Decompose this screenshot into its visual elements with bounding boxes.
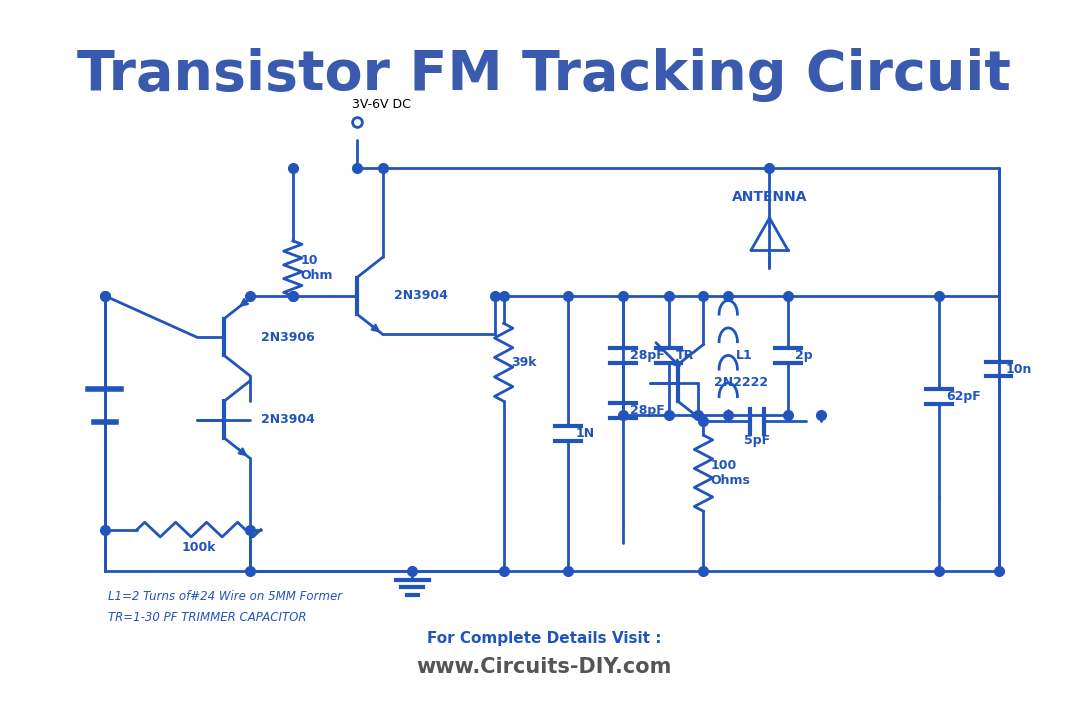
Text: 100k: 100k: [182, 541, 217, 554]
Text: 2N3904: 2N3904: [261, 413, 314, 426]
Text: Transistor FM Tracking Circuit: Transistor FM Tracking Circuit: [77, 48, 1011, 102]
Text: 2N3906: 2N3906: [261, 330, 314, 343]
Text: 2p: 2p: [795, 349, 813, 362]
Text: TR=1-30 PF TRIMMER CAPACITOR: TR=1-30 PF TRIMMER CAPACITOR: [108, 611, 306, 624]
Text: 39k: 39k: [511, 356, 536, 369]
Text: 2N2222: 2N2222: [715, 377, 768, 390]
Text: 28pF: 28pF: [630, 404, 665, 417]
Text: 62pF: 62pF: [947, 390, 981, 403]
Text: 10n: 10n: [1006, 363, 1033, 376]
Text: L1=2 Turns of#24 Wire on 5MM Former: L1=2 Turns of#24 Wire on 5MM Former: [108, 590, 342, 603]
Text: 2N3904: 2N3904: [394, 289, 447, 302]
Text: TR: TR: [676, 349, 694, 362]
Text: 10
Ohm: 10 Ohm: [300, 254, 333, 282]
Text: 100
Ohms: 100 Ohms: [710, 459, 751, 487]
Text: www.Circuits-DIY.com: www.Circuits-DIY.com: [417, 657, 671, 678]
Text: 1N: 1N: [576, 427, 594, 440]
Text: L1: L1: [735, 349, 752, 362]
Text: 28pF: 28pF: [630, 349, 665, 362]
Text: 5pF: 5pF: [744, 434, 770, 447]
Text: ANTENNA: ANTENNA: [732, 190, 807, 204]
Text: 3V-6V DC: 3V-6V DC: [353, 98, 411, 111]
Text: For Complete Details Visit :: For Complete Details Visit :: [426, 631, 662, 646]
